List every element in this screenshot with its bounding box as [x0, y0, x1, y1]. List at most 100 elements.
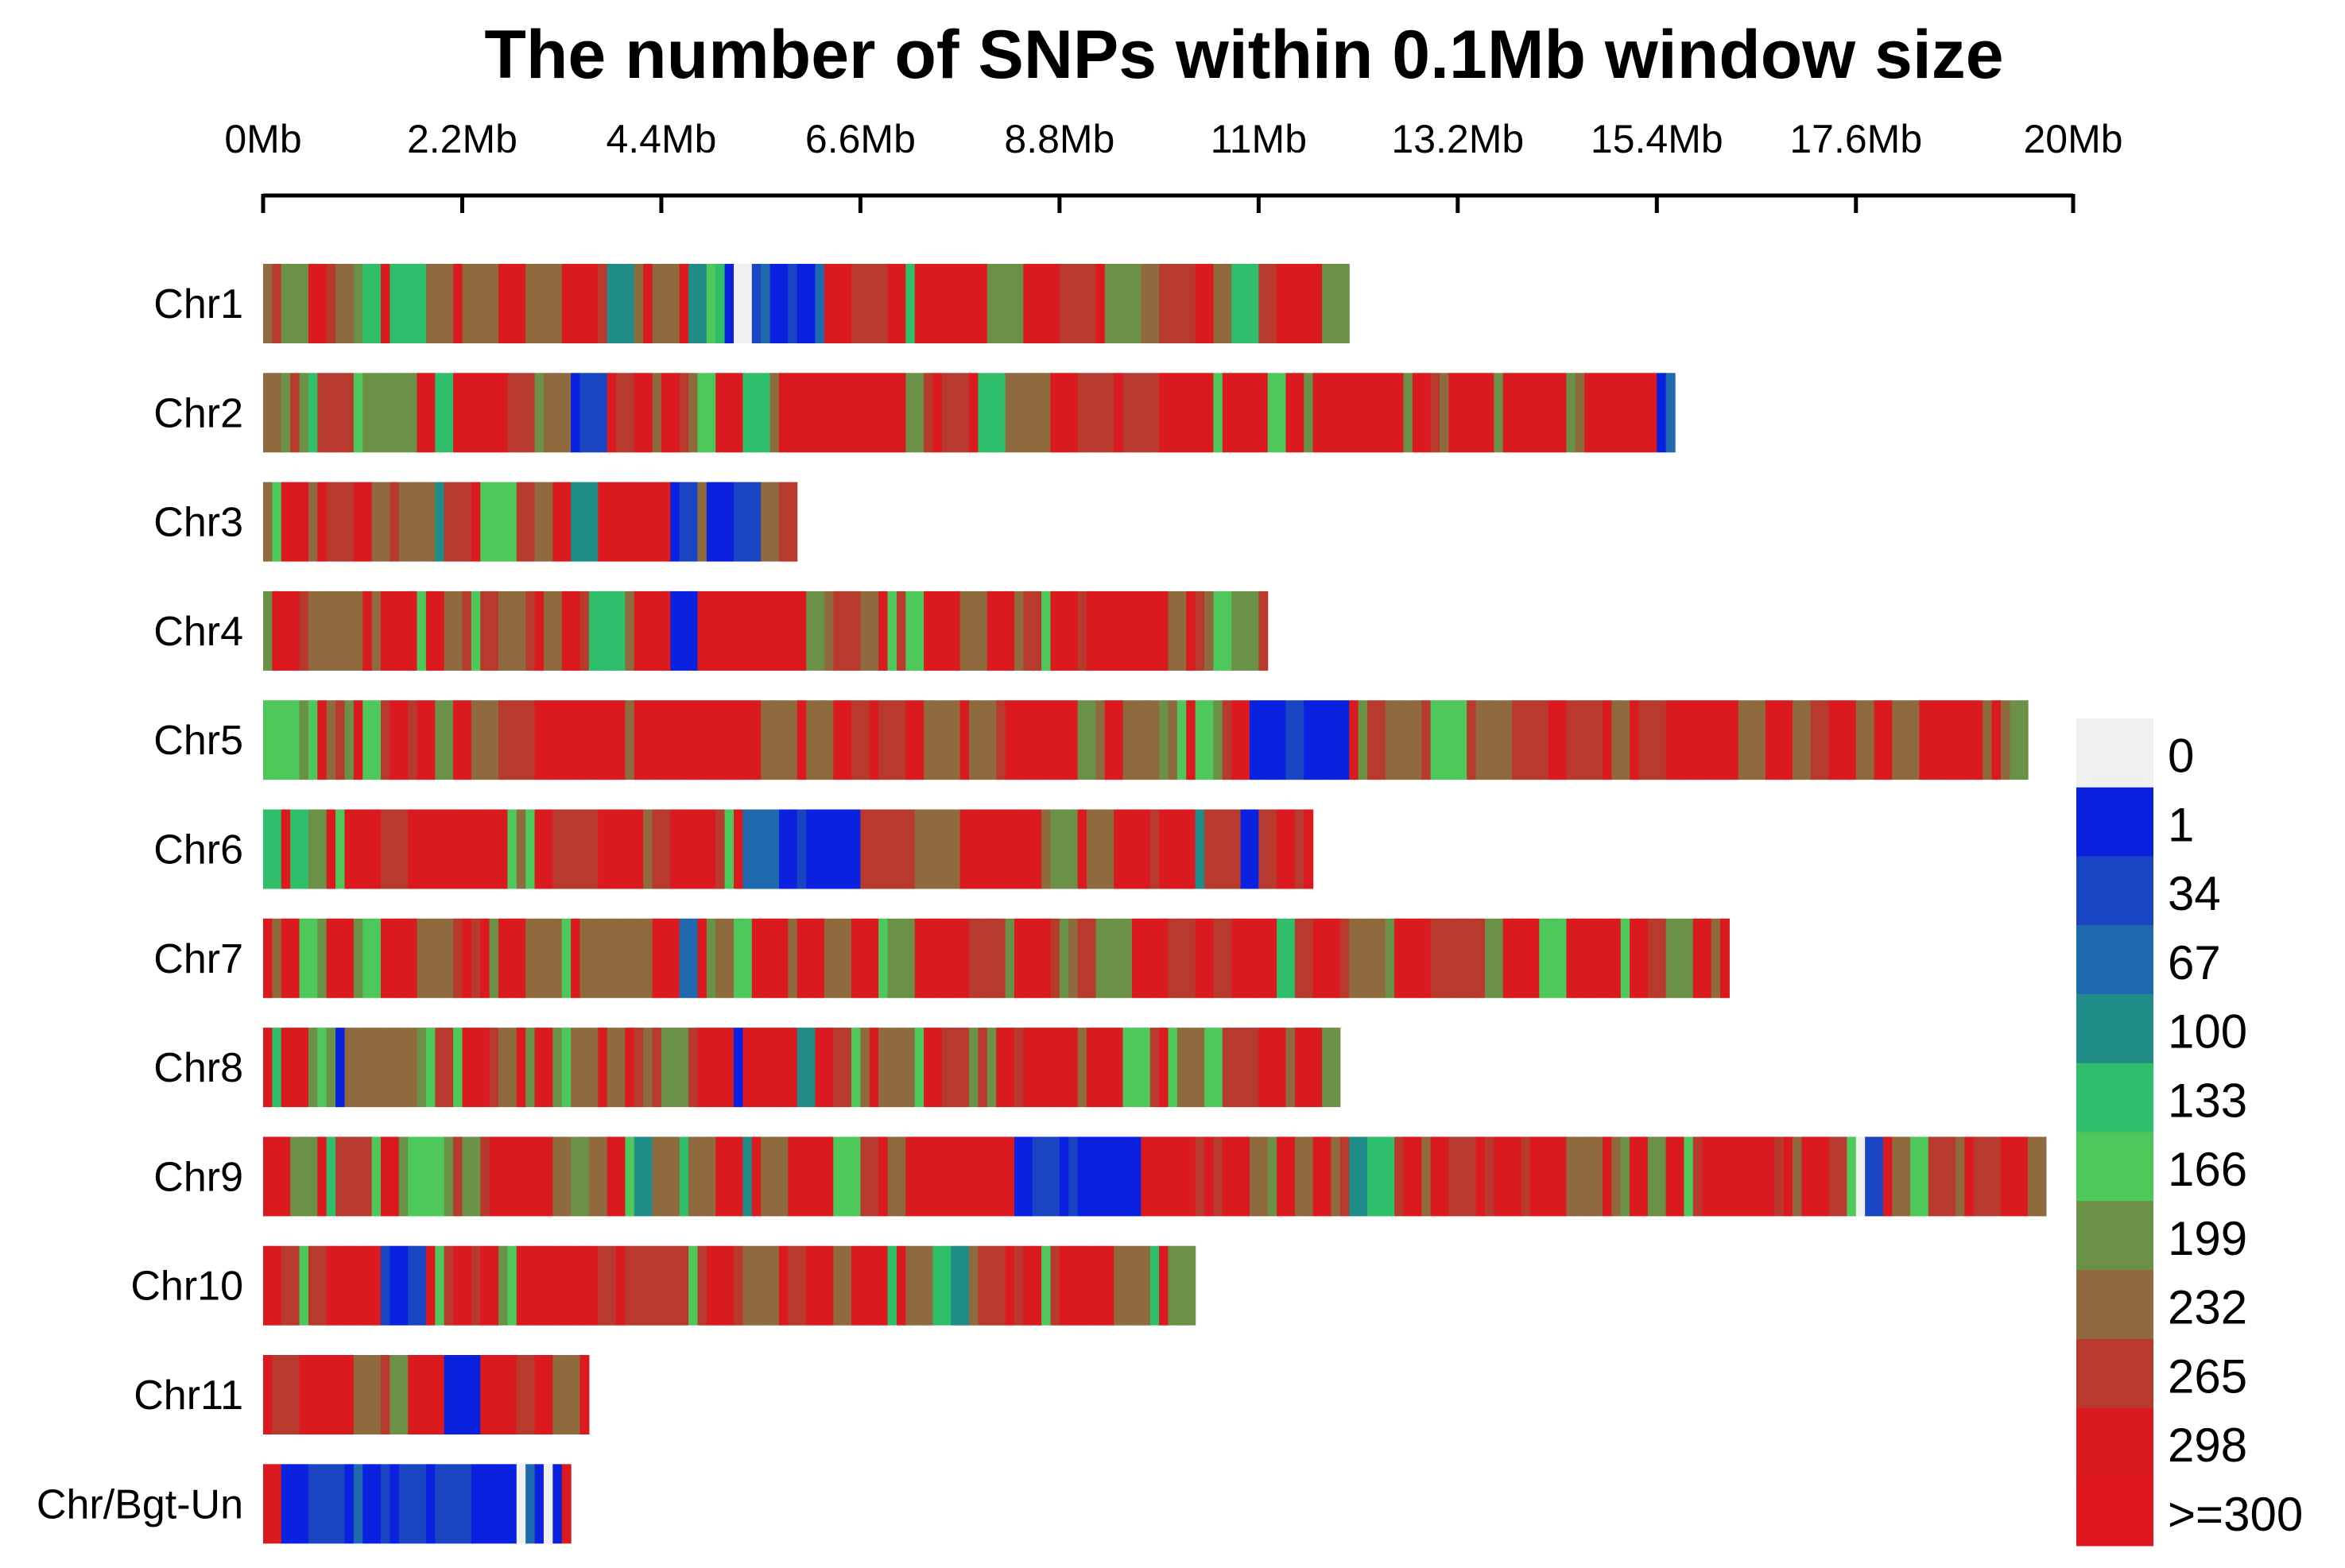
snp-window-cell [398, 1355, 409, 1434]
snp-window-cell [788, 1136, 798, 1217]
snp-window-cell [543, 482, 553, 562]
snp-window-cell [643, 264, 653, 343]
snp-window-cell [1005, 373, 1015, 453]
snp-window-cell [1738, 1136, 1748, 1217]
snp-window-cell [1240, 1136, 1250, 1217]
snp-window-cell [1023, 1136, 1033, 1217]
snp-window-cell [1964, 1136, 1975, 1217]
snp-window-cell [1882, 700, 1893, 780]
snp-window-cell [607, 700, 617, 780]
snp-window-cell [471, 1355, 481, 1434]
snp-window-cell [1050, 1028, 1060, 1108]
snp-window-cell [453, 373, 463, 453]
snp-window-cell [1095, 809, 1106, 889]
snp-window-cell [1131, 373, 1141, 453]
snp-window-cell [715, 809, 726, 889]
snp-window-cell [1901, 1136, 1911, 1217]
legend-label: 265 [2168, 1349, 2247, 1403]
snp-window-cell [887, 1245, 897, 1326]
snp-window-cell [462, 373, 472, 453]
snp-window-cell [1602, 918, 1612, 998]
snp-window-cell [326, 590, 336, 671]
snp-window-cell [1122, 1136, 1133, 1217]
snp-window-cell [1240, 809, 1250, 889]
snp-window-cell [996, 918, 1006, 998]
snp-window-cell [941, 590, 952, 671]
snp-window-cell [734, 1028, 744, 1108]
snp-window-cell [634, 809, 644, 889]
snp-window-cell [471, 1464, 481, 1544]
snp-window-cell [362, 1136, 373, 1217]
snp-window-cell [1077, 264, 1087, 343]
snp-window-cell [1719, 700, 1730, 780]
chromosome-label: Chr1 [153, 281, 243, 327]
snp-window-cell [616, 373, 626, 453]
snp-window-cell [417, 1464, 427, 1544]
snp-window-cell [561, 1136, 572, 1217]
snp-window-cell [390, 1245, 400, 1326]
snp-window-cell [1901, 700, 1911, 780]
snp-window-cell [706, 700, 716, 780]
snp-window-cell [579, 373, 590, 453]
snp-window-cell [634, 1028, 644, 1108]
snp-window-cell [661, 590, 671, 671]
snp-window-cell [1168, 1245, 1178, 1326]
snp-window-cell [1195, 700, 1205, 780]
snp-window-cell [751, 1136, 762, 1217]
snp-window-cell [272, 700, 282, 780]
snp-window-cell [1575, 918, 1585, 998]
snp-window-cell [724, 1245, 735, 1326]
snp-window-cell [425, 1464, 436, 1544]
snp-window-cell [353, 1355, 363, 1434]
snp-window-cell [390, 1136, 400, 1217]
snp-window-cell [362, 700, 373, 780]
snp-window-cell [335, 1136, 346, 1217]
snp-window-cell [1611, 1136, 1622, 1217]
snp-window-cell [959, 809, 970, 889]
snp-window-cell [842, 700, 852, 780]
snp-window-cell [1095, 590, 1106, 671]
snp-window-cell [534, 1028, 545, 1108]
snp-window-cell [1657, 373, 1667, 453]
snp-window-cell [408, 482, 418, 562]
snp-window-cell [552, 1355, 563, 1434]
snp-window-cell [498, 918, 508, 998]
snp-window-cell [598, 1136, 608, 1217]
snp-window-cell [588, 1028, 599, 1108]
snp-window-cell [1874, 700, 1884, 780]
snp-window-cell [1258, 809, 1269, 889]
snp-window-cell [670, 264, 680, 343]
snp-window-cell [851, 809, 862, 889]
snp-window-cell [842, 373, 852, 453]
snp-window-cell [1529, 700, 1540, 780]
snp-window-cell [951, 700, 961, 780]
snp-window-cell [290, 1245, 300, 1326]
snp-window-cell [742, 1028, 753, 1108]
snp-window-cell [453, 1028, 463, 1108]
snp-window-cell [1304, 264, 1314, 343]
snp-window-cell [1032, 918, 1042, 998]
snp-window-cell [435, 1355, 445, 1434]
snp-window-cell [959, 1136, 970, 1217]
snp-window-cell [498, 264, 508, 343]
snp-window-cell [697, 590, 707, 671]
snp-window-cell [1675, 700, 1685, 780]
snp-window-cell [941, 1136, 952, 1217]
snp-window-cell [1168, 264, 1178, 343]
snp-window-cell [362, 264, 373, 343]
snp-window-cell [887, 1136, 897, 1217]
snp-window-cell [1955, 700, 1965, 780]
snp-window-cell [1638, 700, 1649, 780]
snp-window-cell [607, 590, 617, 671]
snp-window-cell [1448, 373, 1459, 453]
snp-window-cell [1285, 918, 1296, 998]
snp-window-cell [344, 482, 355, 562]
snp-window-cell [1213, 1028, 1223, 1108]
snp-window-cell [751, 809, 762, 889]
snp-window-cell [1095, 264, 1106, 343]
snp-window-cell [833, 590, 843, 671]
snp-window-cell [335, 1028, 346, 1108]
snp-window-cell [1457, 1136, 1467, 1217]
snp-window-cell [932, 700, 943, 780]
snp-window-cell [1204, 1136, 1215, 1217]
